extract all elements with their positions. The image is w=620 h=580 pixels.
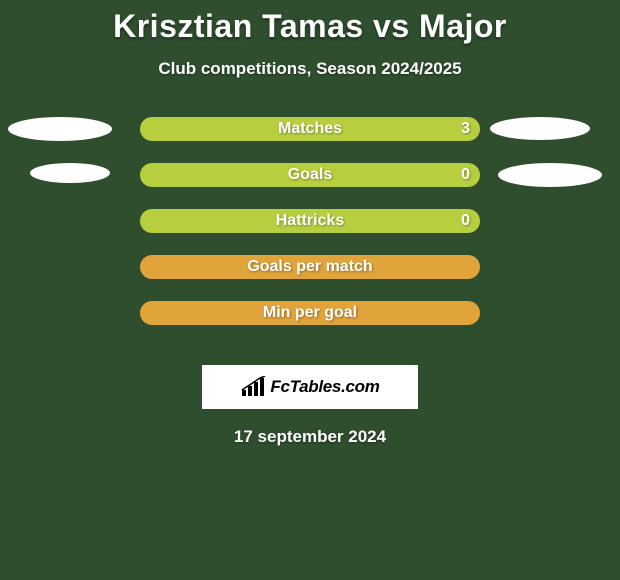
stat-value: 0 xyxy=(461,163,470,187)
barchart-icon xyxy=(240,376,266,398)
subtitle: Club competitions, Season 2024/2025 xyxy=(0,59,620,79)
stat-label: Goals per match xyxy=(140,255,480,279)
stat-bar: Matches3 xyxy=(140,117,480,141)
brand-badge: FcTables.com xyxy=(202,365,418,409)
stat-label: Matches xyxy=(140,117,480,141)
page-title: Krisztian Tamas vs Major xyxy=(0,0,620,45)
stat-row: Goals per match xyxy=(0,255,620,301)
stat-label: Goals xyxy=(140,163,480,187)
infographic-root: Krisztian Tamas vs Major Club competitio… xyxy=(0,0,620,580)
stat-value: 3 xyxy=(461,117,470,141)
stat-row: Matches3 xyxy=(0,117,620,163)
stat-bar: Min per goal xyxy=(140,301,480,325)
decor-ellipse-right xyxy=(498,163,602,187)
stat-rows: Matches3Goals0Hattricks0Goals per matchM… xyxy=(0,117,620,347)
stat-row: Hattricks0 xyxy=(0,209,620,255)
date-text: 17 september 2024 xyxy=(0,427,620,447)
decor-ellipse-right xyxy=(490,117,590,140)
stat-label: Min per goal xyxy=(140,301,480,325)
stat-value: 0 xyxy=(461,209,470,233)
stat-bar: Goals0 xyxy=(140,163,480,187)
brand-text: FcTables.com xyxy=(270,377,379,397)
decor-ellipse-left xyxy=(30,163,110,183)
stat-label: Hattricks xyxy=(140,209,480,233)
decor-ellipse-left xyxy=(8,117,112,141)
stat-row: Min per goal xyxy=(0,301,620,347)
stat-bar: Hattricks0 xyxy=(140,209,480,233)
stat-row: Goals0 xyxy=(0,163,620,209)
stat-bar: Goals per match xyxy=(140,255,480,279)
